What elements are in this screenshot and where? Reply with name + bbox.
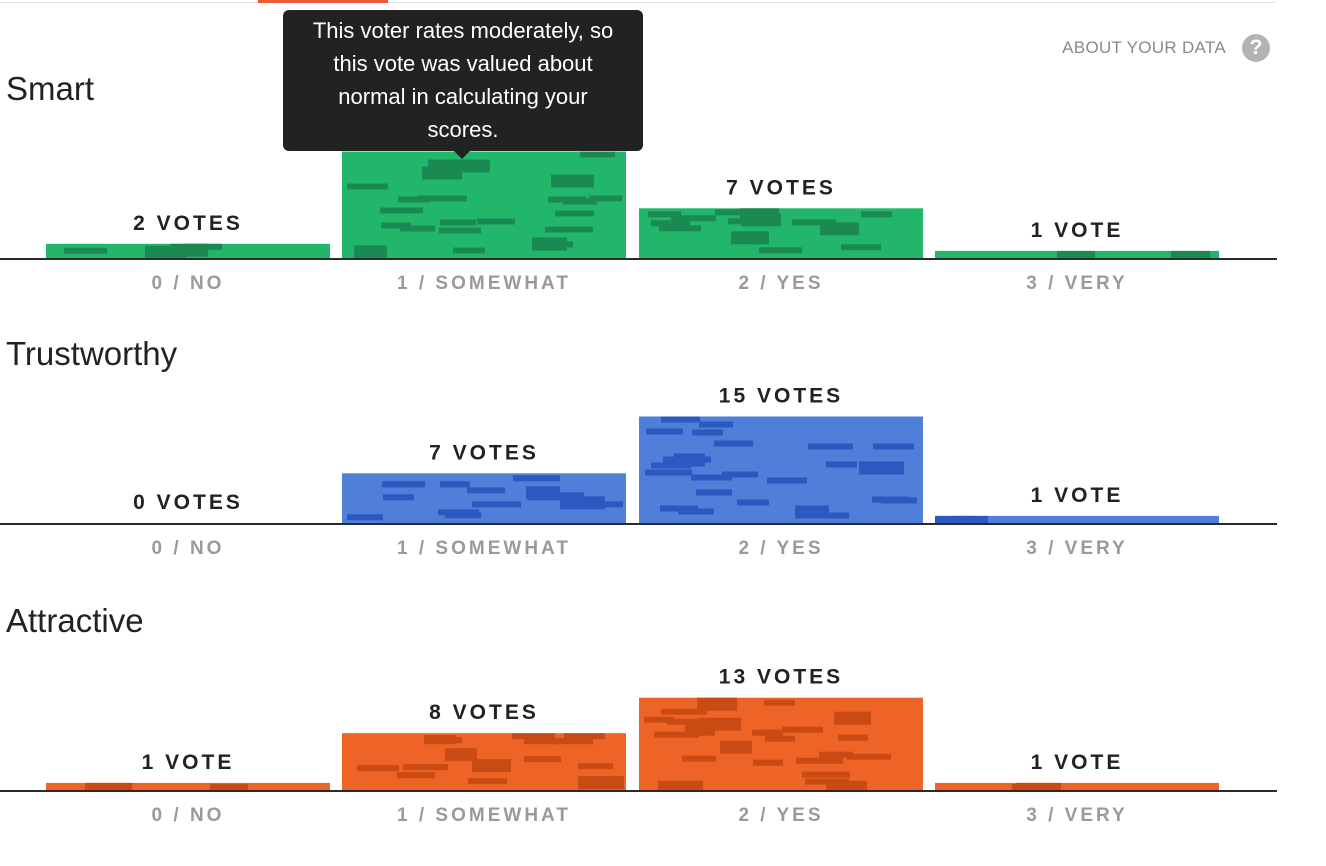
category-tick-label: 3 / VERY — [1026, 538, 1127, 559]
active-tab-indicator — [258, 0, 388, 3]
bar-trustworthy-3[interactable] — [935, 515, 1219, 523]
chart-title-smart: Smart — [6, 70, 94, 107]
bar-attractive-2[interactable] — [639, 697, 923, 790]
vote-count-label: 1 VOTE — [1031, 219, 1124, 242]
category-tick-label: 3 / VERY — [1026, 273, 1127, 294]
vote-count-label: 7 VOTES — [429, 441, 539, 464]
category-tick-label: 1 / SOMEWHAT — [397, 273, 571, 294]
chart-title-trustworthy: Trustworthy — [6, 335, 178, 372]
tooltip-arrow — [453, 150, 471, 159]
vote-count-label: 0 VOTES — [133, 491, 243, 514]
category-tick-label: 1 / SOMEWHAT — [397, 538, 571, 559]
chart-title-attractive: Attractive — [6, 602, 144, 639]
bar-smart-1[interactable] — [342, 151, 626, 259]
category-tick-label: 0 / NO — [152, 538, 225, 559]
tooltip-text: This voter rates moderately, so this vot… — [312, 18, 614, 142]
vote-tooltip: This voter rates moderately, so this vot… — [283, 10, 643, 151]
category-tick-label: 2 / YES — [738, 805, 823, 826]
bar-smart-3[interactable] — [935, 250, 1219, 258]
category-tick-label: 0 / NO — [152, 273, 225, 294]
category-tick-label: 1 / SOMEWHAT — [397, 805, 571, 826]
category-tick-label: 2 / YES — [738, 538, 823, 559]
about-your-data-link[interactable]: ABOUT YOUR DATA ? — [1062, 34, 1270, 62]
bar-attractive-1[interactable] — [342, 733, 626, 790]
category-tick-label: 0 / NO — [152, 805, 225, 826]
vote-count-label: 13 VOTES — [719, 666, 843, 689]
vote-count-label: 7 VOTES — [726, 176, 836, 199]
top-divider — [0, 2, 1276, 3]
vote-count-label: 1 VOTE — [142, 751, 235, 774]
help-icon[interactable]: ? — [1242, 34, 1270, 62]
bar-smart-0[interactable] — [46, 243, 330, 258]
bar-smart-2[interactable] — [639, 208, 923, 258]
vote-count-label: 15 VOTES — [719, 385, 843, 408]
bar-trustworthy-2[interactable] — [639, 416, 923, 524]
bar-attractive-0[interactable] — [46, 782, 330, 790]
category-tick-label: 2 / YES — [738, 273, 823, 294]
bar-attractive-3[interactable] — [935, 782, 1219, 790]
about-your-data-label: ABOUT YOUR DATA — [1062, 38, 1226, 57]
category-tick-label: 3 / VERY — [1026, 805, 1127, 826]
vote-count-label: 2 VOTES — [133, 212, 243, 235]
bar-trustworthy-1[interactable] — [342, 473, 626, 523]
vote-count-label: 1 VOTE — [1031, 484, 1124, 507]
vote-count-label: 1 VOTE — [1031, 751, 1124, 774]
vote-count-label: 8 VOTES — [429, 701, 539, 724]
